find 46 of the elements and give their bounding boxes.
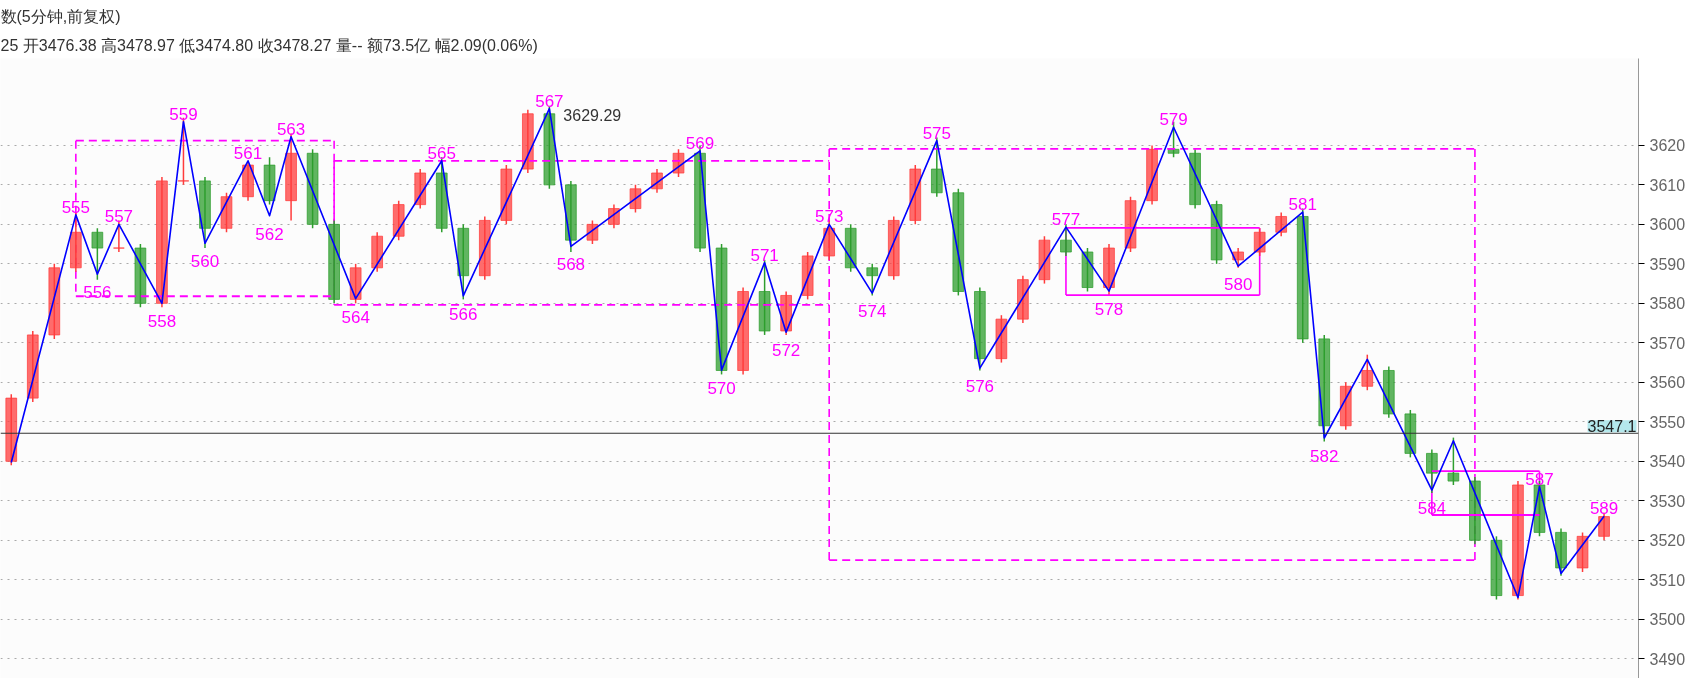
chart-subtitle: 25 开3476.38 高3478.97 低3474.80 收3478.27 量-- 额73.5亿 幅2.09(0.06%) [0, 36, 538, 54]
annotation: 579 [1159, 110, 1188, 130]
annotation: 568 [556, 255, 586, 275]
y-tick-label: 3590 [1649, 255, 1686, 273]
annotation: 577 [1051, 210, 1081, 230]
annotation: 573 [815, 207, 844, 227]
annotation: 578 [1094, 300, 1124, 320]
y-tick-label: 3540 [1649, 453, 1686, 471]
y-tick-label: 3620 [1649, 137, 1686, 155]
y-tick-label: 3570 [1649, 334, 1686, 352]
y-tick-label: 3520 [1649, 532, 1686, 550]
ref-line-label: 3547.1 [1587, 418, 1637, 436]
annotation: 575 [922, 123, 951, 143]
annotation: 559 [169, 104, 198, 124]
annotation: 569 [685, 133, 715, 153]
chart-title: 数(5分钟,前复权) [0, 7, 121, 25]
annotation: 571 [750, 245, 779, 265]
annotation: 589 [1589, 499, 1619, 519]
annotation: 580 [1223, 275, 1253, 295]
y-tick-label: 3580 [1649, 295, 1686, 313]
annotation: 581 [1288, 195, 1317, 215]
annotation: 572 [771, 341, 801, 361]
annotation: 555 [61, 197, 91, 217]
annotation: 566 [449, 304, 478, 324]
y-tick-label: 3560 [1649, 374, 1686, 392]
annotation: 576 [965, 377, 995, 397]
y-tick-label: 3610 [1649, 176, 1686, 194]
y-tick-label: 3550 [1649, 413, 1686, 431]
y-tick-label: 3600 [1649, 216, 1686, 234]
annotation: 560 [190, 252, 220, 272]
y-tick-label: 3530 [1649, 492, 1686, 510]
annotation: 582 [1310, 447, 1339, 466]
y-tick-label: 3510 [1649, 571, 1686, 589]
annotation: 557 [104, 207, 134, 227]
y-tick-label: 3490 [1649, 650, 1686, 668]
annotation: 563 [276, 119, 306, 139]
annotation: 574 [858, 302, 887, 322]
annotation: 567 [535, 91, 564, 111]
annotation: 561 [233, 143, 263, 163]
annotation: 558 [147, 312, 177, 332]
annotation: 565 [427, 143, 456, 163]
annotation: 562 [255, 224, 284, 244]
annotation: 3629.29 [563, 106, 622, 124]
annotation: 570 [707, 379, 736, 399]
annotation: 564 [341, 307, 370, 327]
y-tick-label: 3500 [1649, 611, 1686, 629]
